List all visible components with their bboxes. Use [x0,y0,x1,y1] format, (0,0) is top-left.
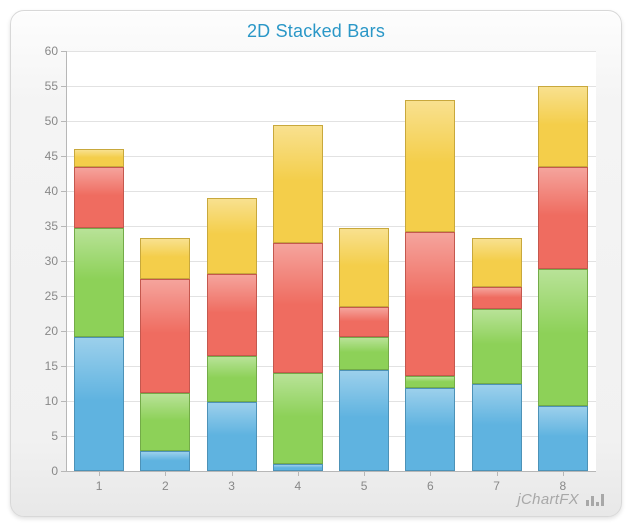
y-tick-label: 45 [14,149,58,163]
bar-segment-series-c [472,287,522,309]
y-tick-label: 55 [14,79,58,93]
bar [339,51,389,471]
brand-watermark: jChartFX [517,491,605,508]
y-tick-label: 40 [14,184,58,198]
x-tick-mark [99,471,100,476]
y-tick-label: 20 [14,324,58,338]
y-tick-mark [61,156,66,157]
bar [74,51,124,471]
x-tick-label: 1 [96,479,103,493]
chart-card: 2D Stacked Bars jChartFX 051015202530354… [10,10,622,517]
plot-area [66,51,596,471]
bar-segment-series-a [140,451,190,471]
bar [273,51,323,471]
y-axis [66,51,67,471]
x-tick-mark [430,471,431,476]
bar-segment-series-d [74,149,124,167]
x-tick-label: 2 [162,479,169,493]
bar-segment-series-d [207,198,257,274]
bar-segment-series-a [339,370,389,472]
x-tick-label: 8 [560,479,567,493]
bar-segment-series-b [472,309,522,384]
bar-segment-series-b [273,373,323,464]
x-tick-mark [563,471,564,476]
chart-title: 2D Stacked Bars [11,21,621,42]
bar-segment-series-b [405,376,455,388]
bar [538,51,588,471]
bar-segment-series-d [405,100,455,232]
y-tick-label: 5 [14,429,58,443]
bar-segment-series-d [140,238,190,279]
y-tick-mark [61,331,66,332]
bar-segment-series-b [538,269,588,406]
y-tick-mark [61,51,66,52]
y-tick-mark [61,226,66,227]
bar-segment-series-c [538,167,588,269]
bar-segment-series-a [405,388,455,471]
bar-segment-series-c [339,307,389,336]
x-tick-label: 5 [361,479,368,493]
bar [405,51,455,471]
bar-segment-series-d [339,228,389,307]
x-tick-mark [165,471,166,476]
bar-segment-series-c [74,167,124,229]
bar-segment-series-c [405,232,455,376]
y-tick-label: 25 [14,289,58,303]
y-tick-mark [61,436,66,437]
y-tick-label: 10 [14,394,58,408]
y-tick-mark [61,401,66,402]
x-tick-mark [497,471,498,476]
bar-segment-series-c [140,279,190,394]
x-tick-mark [298,471,299,476]
x-tick-label: 3 [228,479,235,493]
bar-segment-series-b [74,228,124,337]
bar-segment-series-a [472,384,522,472]
bar-segment-series-a [74,337,124,471]
y-tick-mark [61,471,66,472]
y-tick-label: 50 [14,114,58,128]
bar [472,51,522,471]
y-tick-mark [61,191,66,192]
y-tick-label: 15 [14,359,58,373]
bar-segment-series-c [207,274,257,356]
x-tick-label: 6 [427,479,434,493]
x-tick-mark [364,471,365,476]
bar-segment-series-a [538,406,588,471]
x-tick-mark [232,471,233,476]
y-tick-mark [61,121,66,122]
bar-segment-series-d [472,238,522,287]
bar [207,51,257,471]
bar-segment-series-b [207,356,257,403]
bar-segment-series-d [538,86,588,167]
y-tick-label: 35 [14,219,58,233]
x-tick-label: 7 [493,479,500,493]
bar [140,51,190,471]
x-axis [66,471,596,472]
y-tick-label: 60 [14,44,58,58]
brand-bars-icon [585,493,605,507]
brand-label: jChartFX [517,491,579,508]
bar-segment-series-a [207,402,257,471]
bar-segment-series-a [273,464,323,471]
bar-segment-series-c [273,243,323,373]
y-tick-mark [61,366,66,367]
y-tick-mark [61,296,66,297]
y-tick-mark [61,261,66,262]
bar-segment-series-d [273,125,323,243]
y-tick-label: 0 [14,464,58,478]
bar-segment-series-b [140,393,190,450]
bar-segment-series-b [339,337,389,370]
y-tick-mark [61,86,66,87]
x-tick-label: 4 [295,479,302,493]
y-tick-label: 30 [14,254,58,268]
